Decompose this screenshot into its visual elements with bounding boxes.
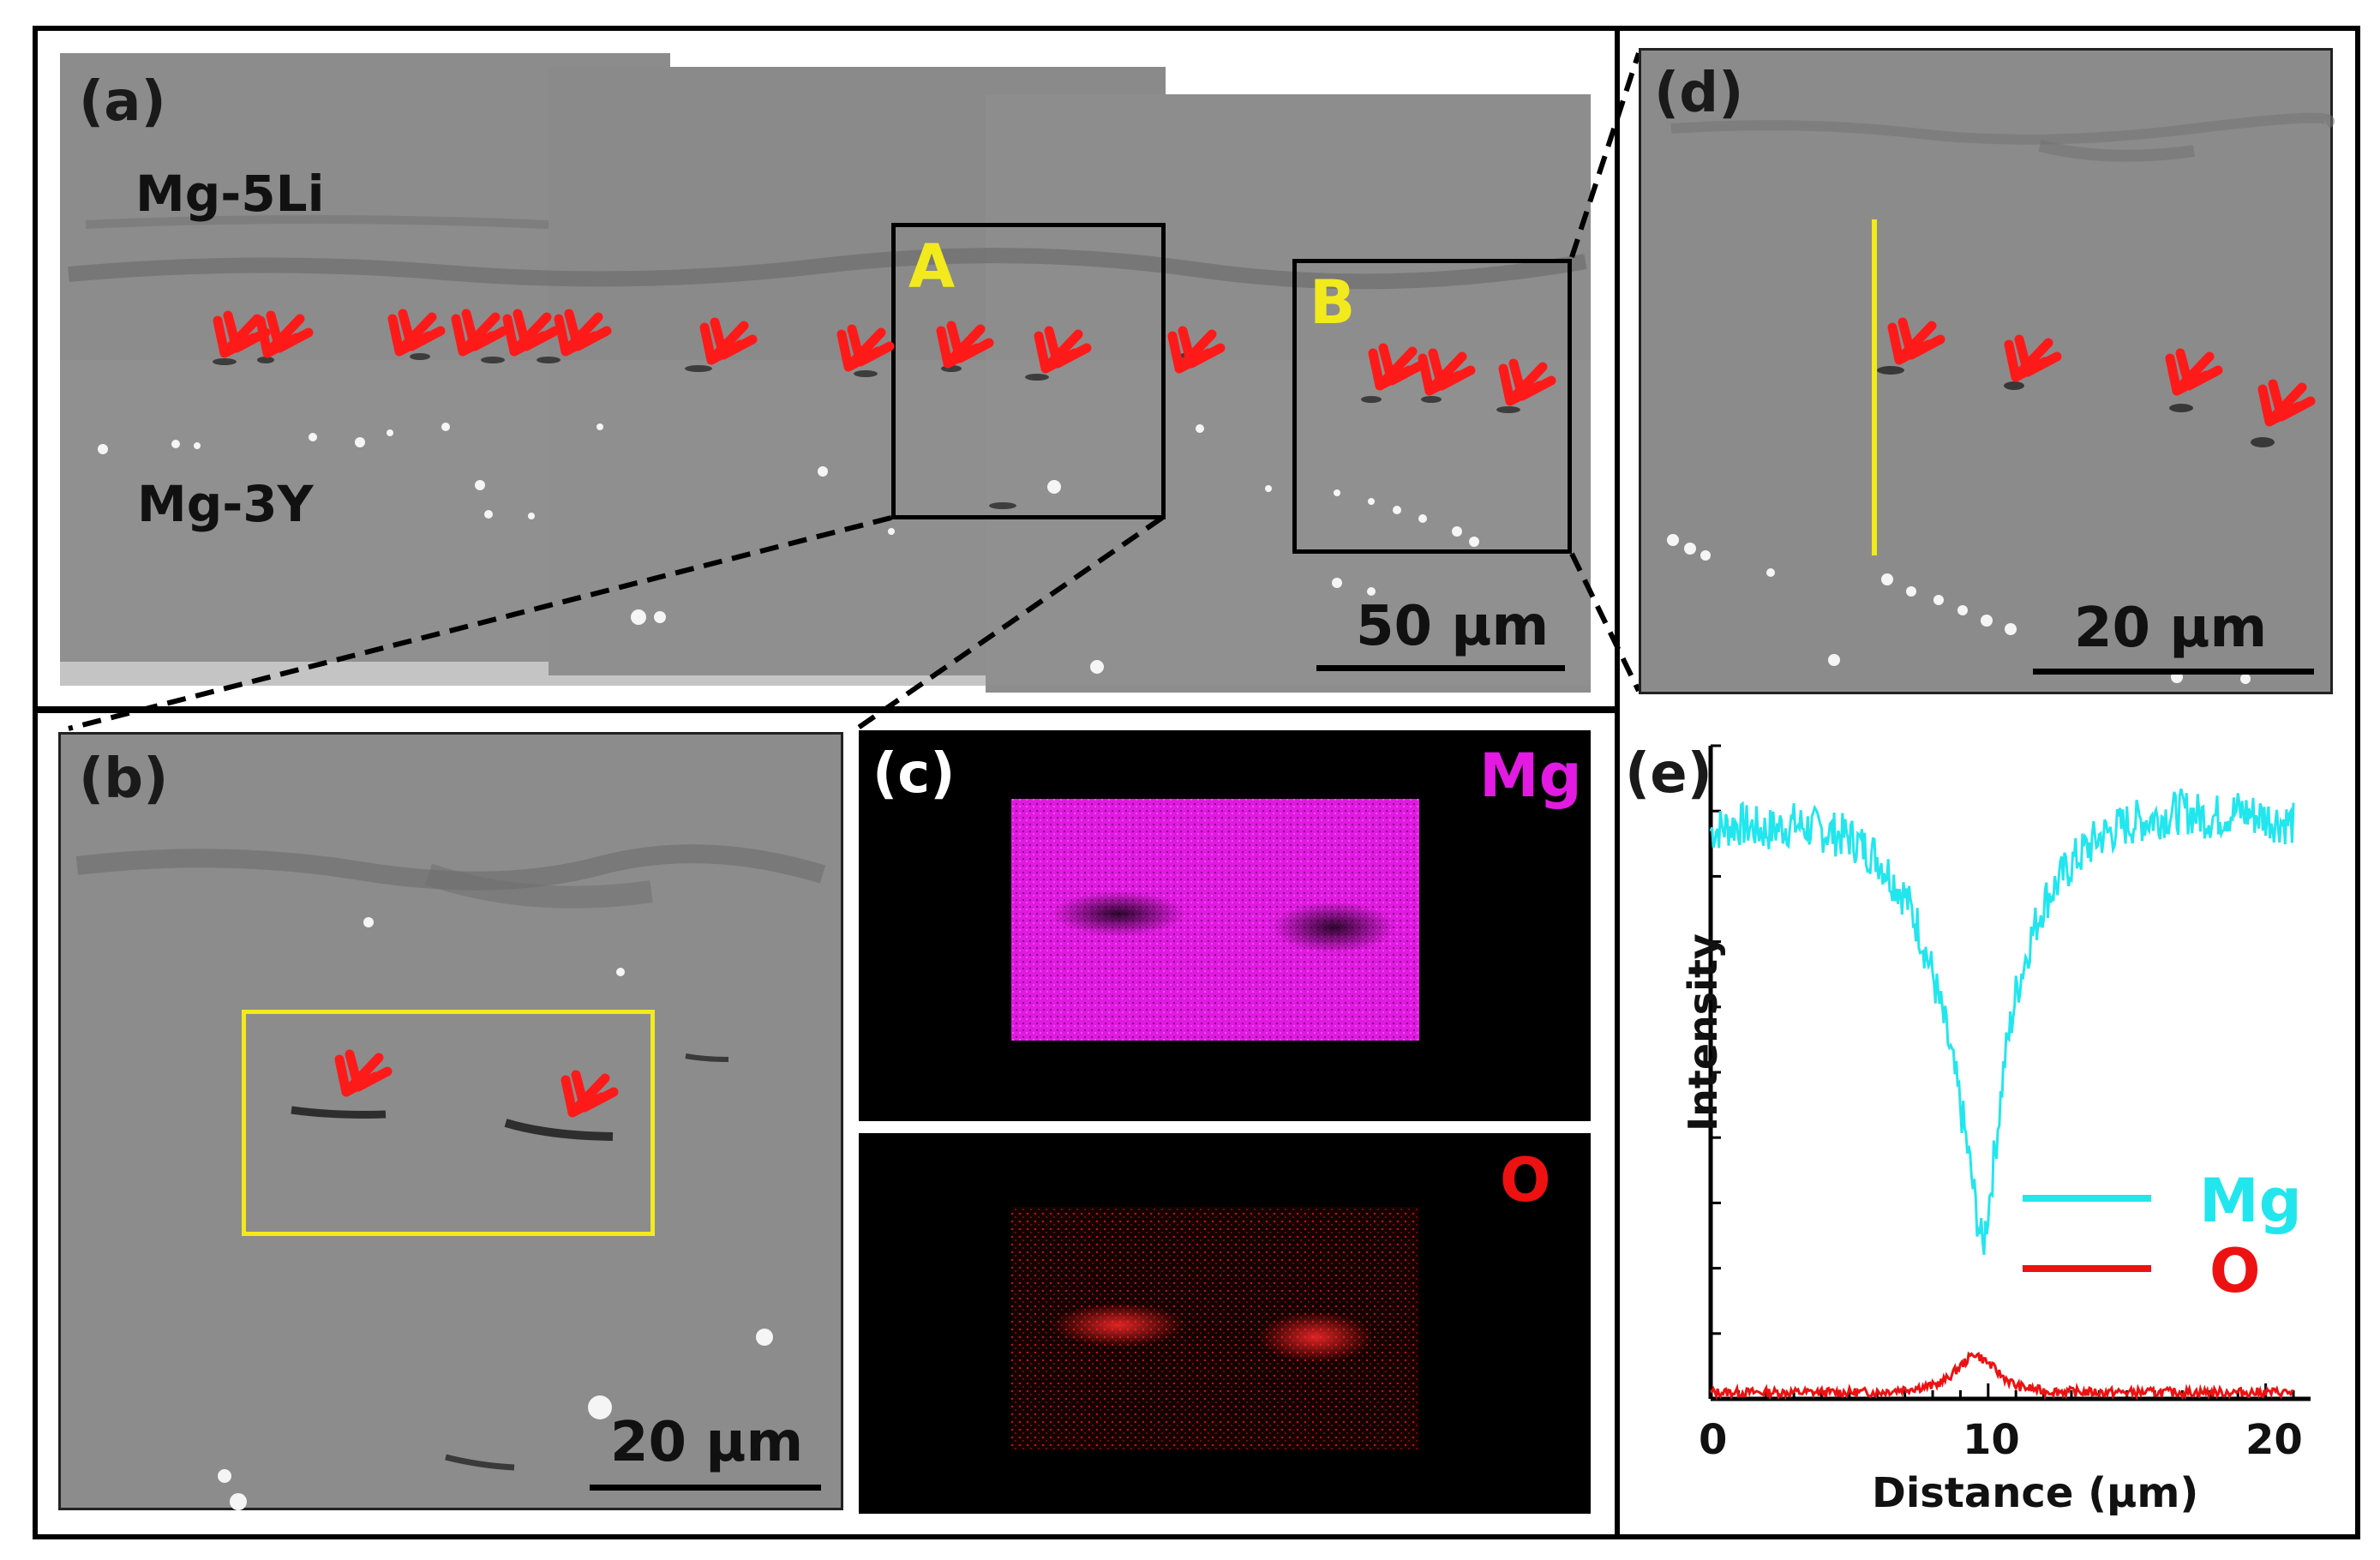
- region-label-b: B: [1310, 267, 1356, 338]
- legend-swatch-o: [2023, 1265, 2151, 1272]
- scale-bar-d: [2033, 669, 2314, 675]
- x-tick-label-10: 10: [1963, 1416, 2020, 1464]
- scale-label-d: 20 μm: [2074, 597, 2268, 660]
- region-label-a: A: [908, 231, 956, 302]
- figure-frame-right: [1615, 26, 2360, 1539]
- legend: Mg O: [2023, 1166, 2302, 1320]
- panel-label-d: (d): [1654, 62, 1744, 125]
- series-line-mg: [1709, 788, 2295, 1255]
- region-box-a: [891, 223, 1166, 519]
- region-box-b: [1292, 259, 1572, 554]
- element-label-mg: Mg: [1479, 741, 1582, 811]
- scale-label-a: 50 μm: [1356, 595, 1550, 658]
- scale-bar-b: [590, 1485, 821, 1491]
- panel-label-a: (a): [79, 70, 166, 134]
- x-axis-label: Distance (μm): [1872, 1469, 2199, 1517]
- label-mg-3y: Mg-3Y: [137, 475, 314, 533]
- x-tick-label-0: 0: [1699, 1416, 1728, 1464]
- label-mg-5li: Mg-5Li: [135, 165, 325, 223]
- panel-label-b: (b): [79, 747, 169, 811]
- scale-label-b: 20 μm: [610, 1411, 804, 1474]
- element-label-o: O: [1500, 1145, 1551, 1215]
- panel-label-e: (e): [1625, 742, 1712, 806]
- legend-label-o: O: [2209, 1236, 2261, 1306]
- scale-bar-a: [1316, 665, 1565, 671]
- legend-swatch-mg: [2023, 1195, 2151, 1202]
- legend-label-mg: Mg: [2199, 1166, 2302, 1236]
- eds-region-box: [242, 1010, 655, 1236]
- panel-label-c: (c): [872, 742, 956, 806]
- series-line-o: [1709, 1351, 2294, 1401]
- y-axis-label: Intensity: [1680, 933, 1726, 1131]
- x-tick-label-20: 20: [2245, 1416, 2303, 1464]
